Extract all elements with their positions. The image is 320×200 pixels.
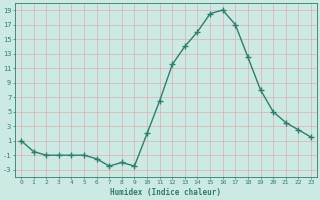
X-axis label: Humidex (Indice chaleur): Humidex (Indice chaleur) (110, 188, 221, 197)
